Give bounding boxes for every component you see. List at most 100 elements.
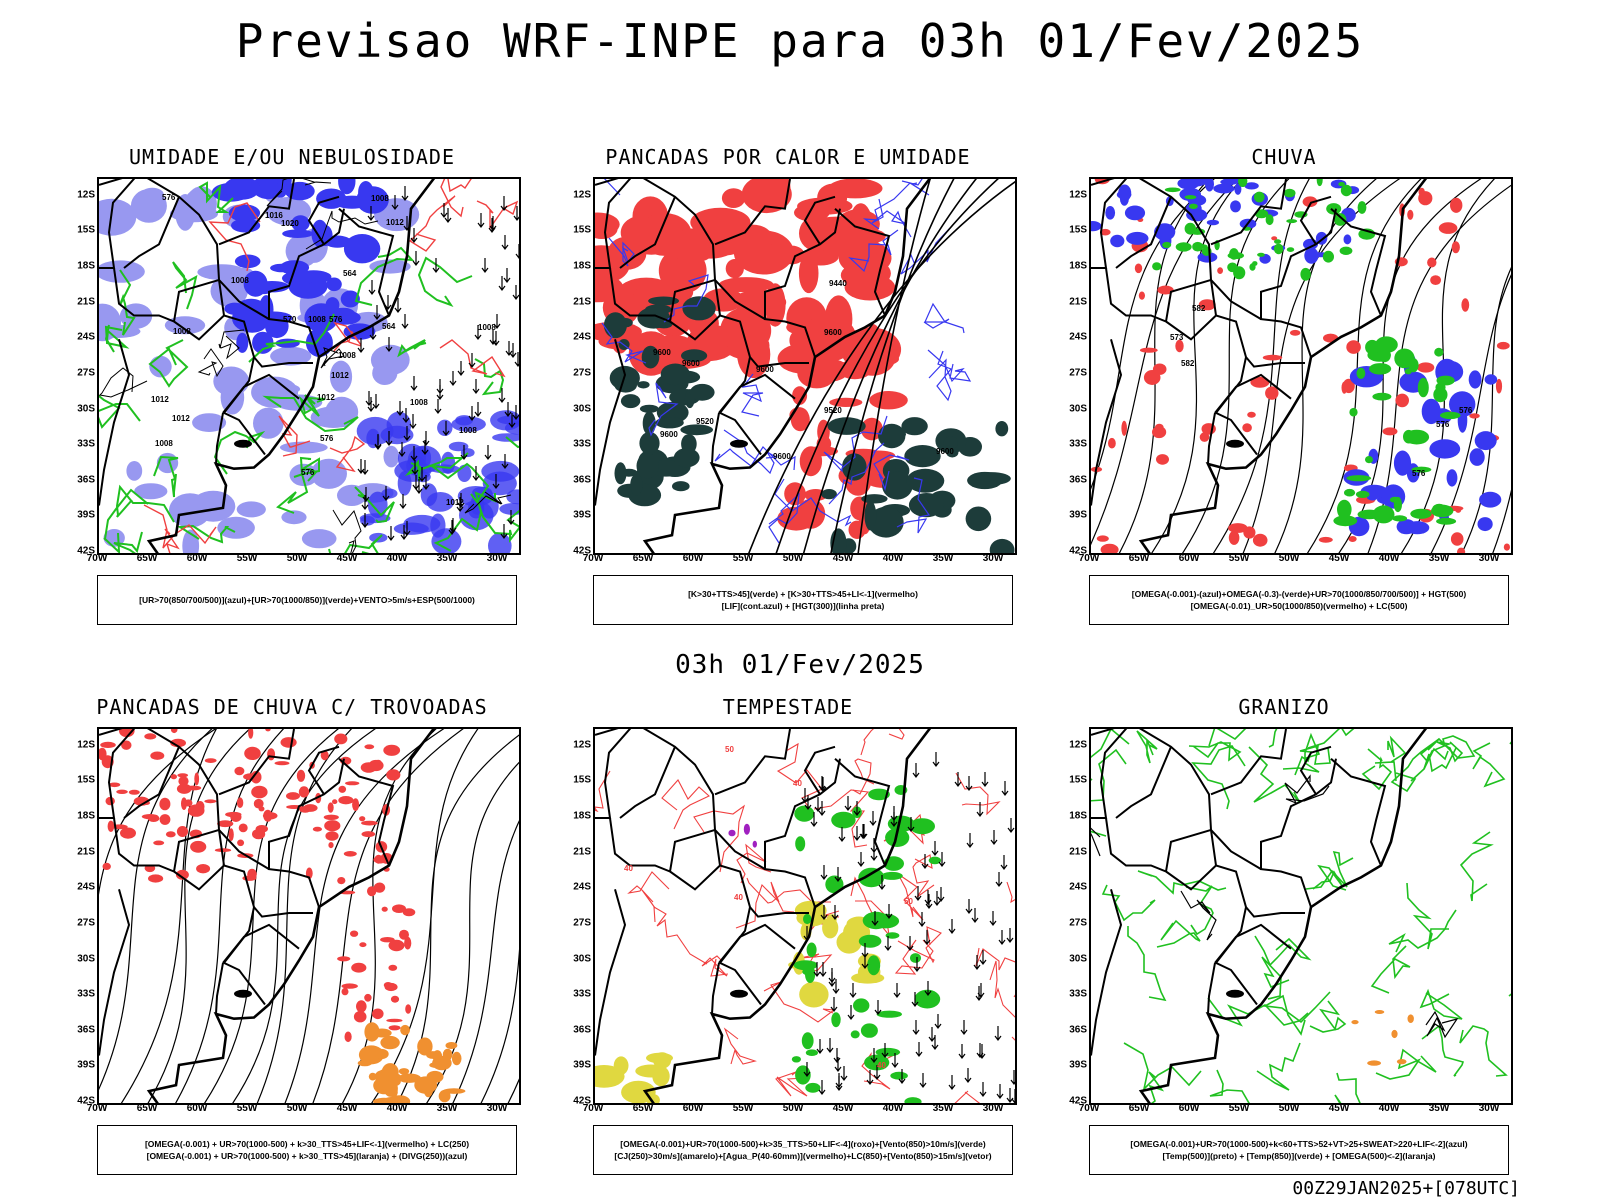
convective-green-cell: [639, 431, 660, 455]
thunder-red-south-cell: [351, 962, 367, 973]
wind-vector-arrow: [357, 338, 365, 353]
legend-box: [OMEGA(-0.001)-(azul)+OMEGA(-0.3)-(verde…: [1089, 575, 1509, 625]
latitude-tick: 27S: [573, 917, 591, 929]
humidity-low-contour-line: [113, 531, 143, 553]
thunder-red-cell: [296, 769, 306, 782]
thunder-red-south-cell: [353, 1011, 367, 1023]
humidity-south-cell: [457, 464, 472, 482]
wind-vector-arrow: [492, 331, 500, 346]
wind850-green-cell: [928, 856, 942, 865]
wind850-green-cell: [858, 867, 885, 888]
wind850-vector-arrow: [830, 997, 838, 1012]
humidity-low-contour-line: [172, 261, 198, 310]
panel-umidade: UMIDADE E/OU NEBULOSIDADE 12S 15S 18S 21S 24S…: [57, 145, 527, 625]
legend-line: [UR>70(850/700/500)](azul)+[UR>70(1000/8…: [139, 595, 475, 605]
thunder-red-cell: [150, 751, 165, 760]
rain-blue-south-cell: [1479, 491, 1502, 508]
wind850-vector-arrow: [911, 992, 919, 1007]
rain-blue-south-cell: [1449, 391, 1476, 418]
convective-red-cell: [798, 253, 819, 294]
border-line: [218, 729, 295, 796]
rain-green-south-cell: [1404, 368, 1412, 375]
rain-green-cell: [1274, 239, 1282, 244]
thunder-red-south-cell: [373, 882, 386, 893]
convective-red-cell: [718, 277, 774, 293]
wind850-green-cell: [910, 953, 921, 963]
rain-red-cell: [1417, 362, 1435, 373]
humidity-high-cell: [251, 376, 299, 408]
contour-label: 9600: [756, 365, 774, 374]
streamline-line: [231, 729, 377, 1103]
map-canvas: 582 576 576 576 582 573: [1091, 179, 1511, 553]
thunder-red-cell: [325, 831, 339, 841]
thunder-red-cell: [153, 840, 165, 846]
humidity-south-cell: [488, 532, 512, 553]
lake: [234, 439, 252, 448]
wind-vector-arrow: [385, 431, 393, 446]
contour-label: 1008: [308, 315, 326, 324]
rain-red-cell: [1157, 285, 1174, 295]
latitude-tick: 36S: [573, 1024, 591, 1036]
convective-red-south-cell: [869, 391, 908, 410]
border-line: [99, 179, 136, 269]
temp850-contour-line: [1361, 748, 1393, 791]
longitude-tick: 40W: [386, 1103, 408, 1114]
longitude-tick: 40W: [1378, 553, 1400, 564]
border-line: [1091, 889, 1123, 1056]
contour-label: 1008: [410, 398, 428, 407]
border-line: [1299, 195, 1332, 245]
thunder-red-south-cell: [359, 942, 367, 948]
contour-label: 576: [320, 434, 334, 443]
border-line: [218, 179, 295, 246]
rain-green-south-cell: [1394, 348, 1415, 369]
humidity-high-cell: [281, 510, 307, 525]
map-frame: [1089, 727, 1513, 1105]
humidity-high-cell: [156, 452, 179, 474]
wind-vector-arrow: [357, 459, 365, 474]
latitude-tick: 21S: [573, 846, 591, 858]
thunder-red-cell: [312, 826, 322, 832]
wind850-green-cell: [890, 1071, 908, 1080]
contour-label: 1008: [155, 439, 173, 448]
border-line: [1091, 179, 1128, 269]
contour-label: 9520: [824, 406, 842, 415]
thunder-red-south: [337, 877, 416, 1043]
border-line: [253, 906, 313, 918]
map-base: [99, 179, 436, 553]
border-line: [1165, 314, 1217, 341]
legend-line: [CJ(250)>30m/s](amarelo)+[Agua_P(40-60mm…: [614, 1151, 992, 1161]
temp850-contour-line: [1261, 956, 1290, 1000]
temp850-contour-line: [1268, 729, 1278, 748]
wind-vector-arrow: [515, 244, 519, 259]
wind850-vector-arrow: [919, 1073, 927, 1088]
latitude-tick: 18S: [77, 810, 95, 822]
rain-red-cell: [1134, 263, 1143, 274]
wind850-vector-arrow: [913, 957, 921, 972]
humidity-high-cell: [134, 483, 168, 500]
contour-label: 1012: [446, 498, 464, 507]
convective-green-south-cell: [827, 417, 866, 435]
precipitable-water-contour-line: [735, 881, 795, 929]
border-line: [718, 373, 796, 414]
rain-green-south-cell: [1355, 490, 1370, 498]
rain-red-cell: [1503, 543, 1510, 551]
legend-line: [OMEGA(-0.001)+UR>70(1000-500)+k<60+TTS>…: [1130, 1139, 1468, 1149]
rain-green-cell: [1286, 247, 1295, 252]
rain-blue-south-cell: [1468, 370, 1482, 389]
humidity-low-contour-line: [153, 455, 179, 498]
wind-vector-arrow: [415, 479, 423, 494]
contour-label: 1008: [338, 351, 356, 360]
wind-vector-arrow: [367, 397, 375, 412]
contour-label: 576: [301, 468, 315, 477]
latitude-tick: 12S: [573, 189, 591, 201]
wind-vector-arrow: [410, 446, 418, 461]
longitude-tick: 55W: [1228, 553, 1250, 564]
rain-green-cell: [1175, 242, 1192, 252]
humidity-low-contour-line: [198, 181, 234, 213]
border-line: [1105, 817, 1212, 873]
thunder-red-cell: [204, 799, 217, 804]
longitude-tick: 40W: [1378, 1103, 1400, 1114]
humidity-mid-cell: [340, 290, 360, 308]
wind850-vector-arrow: [818, 776, 826, 791]
rain-blue-south-cell: [1469, 448, 1485, 466]
